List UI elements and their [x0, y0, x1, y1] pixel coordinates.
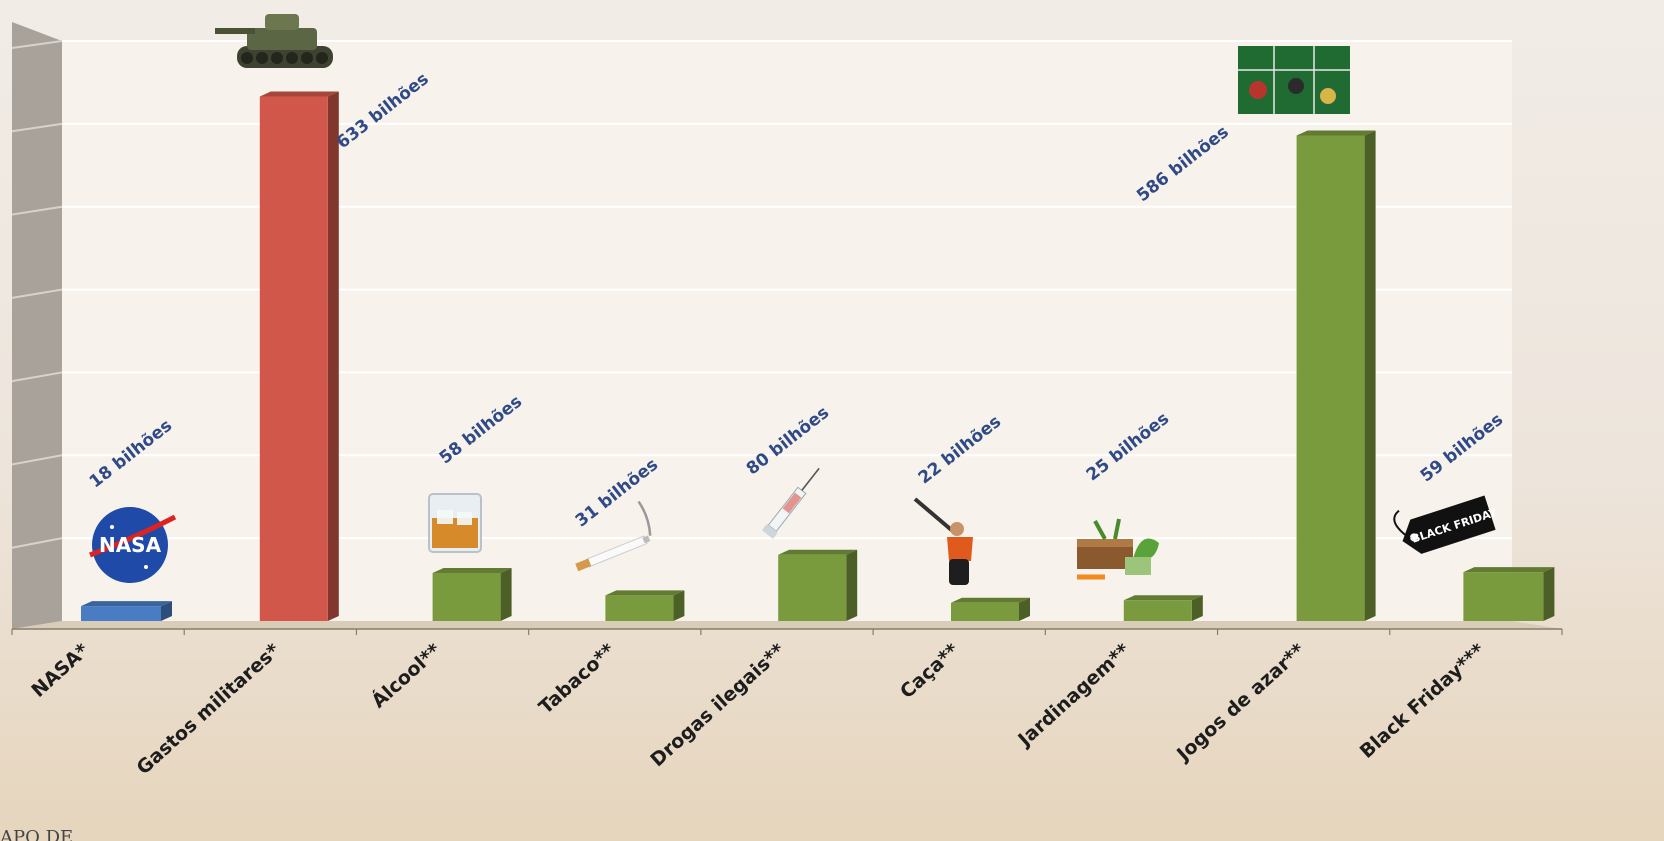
category-label: Black Friday***	[1356, 639, 1490, 762]
category-label: Jardinagem**	[1013, 639, 1135, 752]
bar-top	[1297, 130, 1376, 135]
bar-side	[673, 590, 684, 621]
bar	[605, 595, 673, 621]
footer-text: APO DE	[0, 829, 73, 841]
bar-top	[951, 598, 1030, 603]
category-label: Drogas ilegais**	[646, 639, 789, 771]
bar-top	[605, 590, 684, 595]
whiskey-glass-icon	[429, 494, 481, 552]
bar-side	[328, 92, 339, 621]
bar-top	[778, 550, 857, 555]
bar-side	[1365, 130, 1376, 621]
bar-top	[1124, 595, 1203, 600]
bar	[81, 606, 161, 621]
category-label: Álcool**	[367, 639, 446, 713]
bar	[951, 603, 1019, 621]
category-label: Tabaco**	[535, 639, 620, 718]
category-label: Gastos militares*	[132, 639, 284, 779]
bar-side	[1543, 567, 1554, 621]
category-label: NASA*	[27, 639, 93, 702]
bar	[1463, 572, 1543, 621]
roulette-table-icon	[1238, 46, 1350, 114]
bar-top	[81, 601, 172, 606]
category-label: Caça**	[896, 639, 963, 703]
bar	[260, 97, 328, 621]
category-label: Jogos de azar**	[1171, 639, 1309, 766]
bar	[1124, 600, 1192, 621]
bar-side	[501, 568, 512, 621]
side-wall	[12, 22, 62, 629]
bar	[1297, 135, 1365, 621]
nasa-logo-text: NASA	[99, 533, 162, 557]
bar-top	[1463, 567, 1554, 572]
bar-side	[846, 550, 857, 621]
bar	[433, 573, 501, 621]
floor	[12, 621, 1562, 629]
bar-top	[433, 568, 512, 573]
bar	[778, 555, 846, 621]
bar-top	[260, 92, 339, 97]
